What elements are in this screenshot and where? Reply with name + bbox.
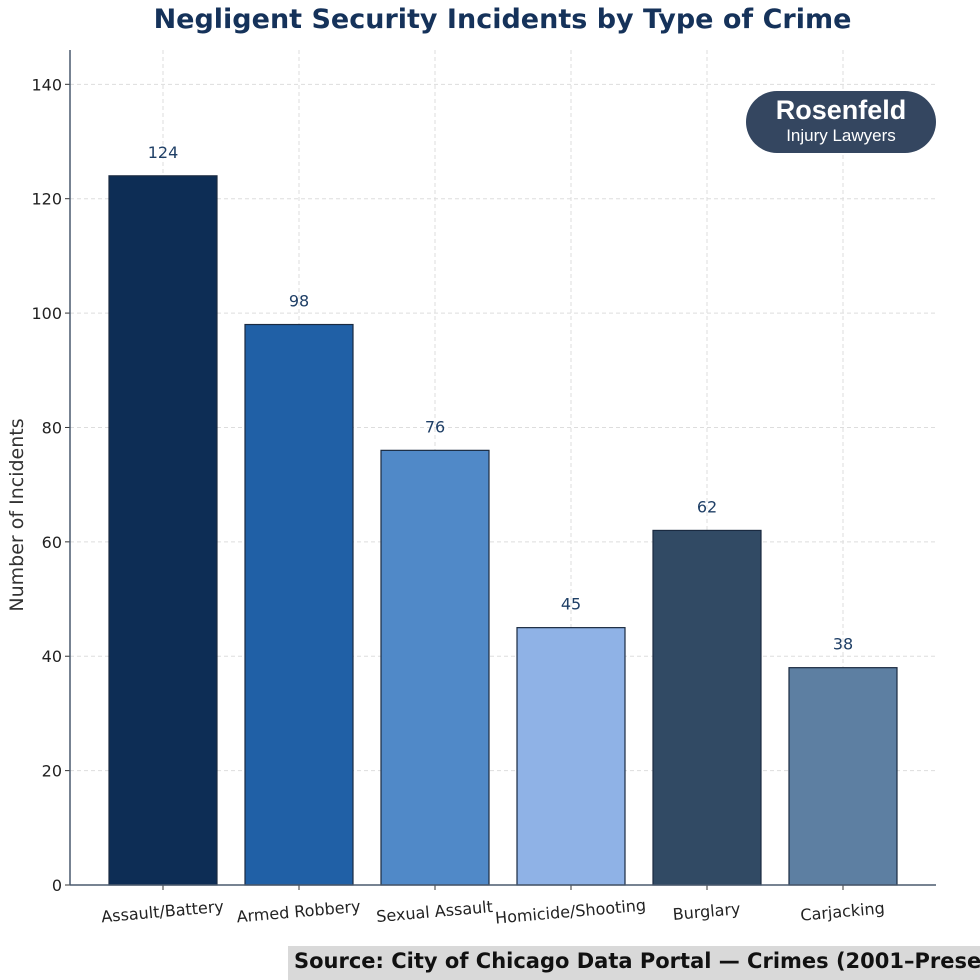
x-tick-label: Sexual Assault — [375, 897, 493, 926]
data-label: 38 — [833, 635, 853, 654]
x-tick-label: Armed Robbery — [236, 897, 361, 927]
bars — [108, 175, 898, 886]
x-tick-label: Assault/Battery — [100, 897, 224, 927]
rosenfeld-logo: Rosenfeld Injury Lawyers — [746, 91, 936, 153]
bar-carjacking — [788, 667, 898, 886]
data-label: 76 — [425, 417, 445, 436]
source-text: Source: City of Chicago Data Portal — Cr… — [294, 949, 980, 973]
y-tick-label: 100 — [31, 304, 62, 323]
data-label: 45 — [561, 595, 581, 614]
source-banner: Source: City of Chicago Data Portal — Cr… — [288, 946, 980, 980]
bar-assault-battery — [108, 175, 218, 886]
logo-name: Rosenfeld — [775, 95, 907, 125]
x-tick-label: Homicide/Shooting — [494, 895, 646, 927]
y-tick-label: 60 — [42, 533, 62, 552]
data-label: 62 — [697, 497, 717, 516]
bar-armed-robbery — [244, 323, 354, 886]
data-label: 124 — [148, 143, 179, 162]
bar-sexual-assault — [380, 449, 490, 886]
y-tick-label: 20 — [42, 762, 62, 781]
axes — [65, 50, 936, 890]
y-tick-label: 0 — [52, 876, 62, 895]
y-tick-label: 120 — [31, 190, 62, 209]
data-label: 98 — [289, 292, 309, 311]
logo-tagline: Injury Lawyers — [786, 126, 896, 145]
y-tick-label: 40 — [42, 647, 62, 666]
y-axis-label: Number of Incidents — [6, 418, 28, 611]
y-tick-label: 140 — [31, 75, 62, 94]
x-tick-label: Burglary — [672, 899, 741, 924]
bar-homicide-shooting — [516, 627, 626, 886]
chart-title: Negligent Security Incidents by Type of … — [153, 4, 852, 35]
x-tick-label: Carjacking — [800, 898, 886, 924]
y-tick-label: 80 — [42, 418, 62, 437]
bar-burglary — [652, 529, 762, 886]
